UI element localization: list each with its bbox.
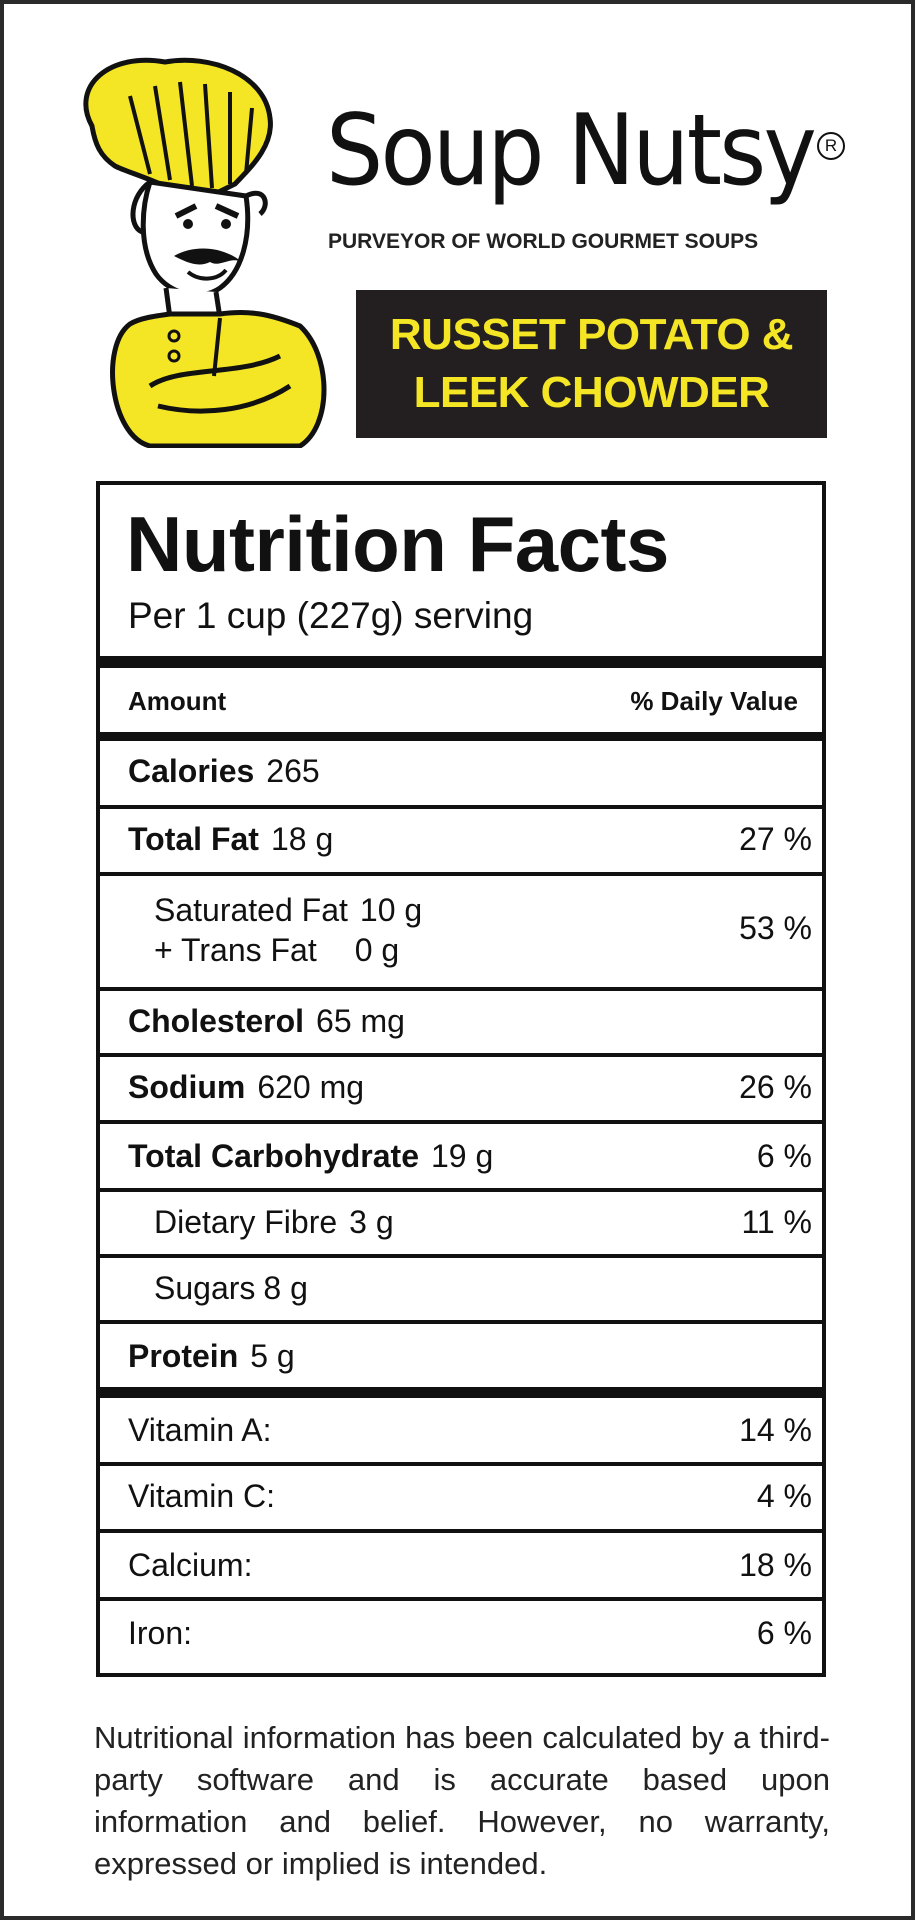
nutrition-facts-panel: Nutrition Facts Per 1 cup (227g) serving… [96, 481, 826, 1677]
calories-label: Calories [128, 753, 255, 789]
divider [100, 1120, 822, 1124]
divider [100, 1462, 822, 1466]
protein-row: Protein 5 g [100, 1324, 822, 1386]
protein-value: 5 g [250, 1338, 295, 1374]
protein-label: Protein [128, 1338, 239, 1374]
sugars-row: Sugars 8 g [100, 1258, 822, 1320]
total-carbohydrate-row: Total Carbohydrate 19 g 6 % [100, 1124, 822, 1188]
divider [100, 805, 822, 809]
vitamin-a-dv: 14 % [739, 1412, 812, 1448]
chef-mascot-illustration [83, 57, 327, 448]
iron-label: Iron: [128, 1615, 193, 1651]
serving-size: Per 1 cup (227g) serving [128, 595, 534, 636]
divider [100, 872, 822, 876]
divider [100, 1320, 822, 1324]
total-carbohydrate-value: 19 g [431, 1138, 494, 1174]
dietary-fibre-dv: 11 % [741, 1204, 812, 1240]
daily-value-header: % Daily Value [630, 686, 798, 716]
saturated-trans-fat-row: Saturated Fat 10 g + Trans Fat 0 g 53 % [100, 876, 822, 984]
trans-fat-label: + Trans Fat [154, 932, 317, 968]
divider [100, 1254, 822, 1258]
sugars-label: Sugars [154, 1270, 256, 1306]
vitamin-c-label: Vitamin C: [128, 1478, 276, 1514]
divider [100, 1529, 822, 1533]
divider [100, 732, 822, 741]
divider [100, 987, 822, 991]
amount-header: Amount [128, 686, 227, 716]
total-carbohydrate-label: Total Carbohydrate [128, 1138, 419, 1174]
sodium-row: Sodium 620 mg 26 % [100, 1057, 822, 1119]
calories-row: Calories 265 [100, 741, 822, 801]
iron-row: Iron: 6 % [100, 1601, 822, 1673]
disclaimer-footnote: Nutritional information has been calcula… [94, 1720, 830, 1881]
trans-fat-value: 0 g [354, 932, 400, 968]
brand-name: Soup Nutsy [326, 94, 817, 208]
product-name-banner: RUSSET POTATO & LEEK CHOWDER [356, 290, 827, 438]
sodium-dv: 26 % [739, 1069, 812, 1105]
total-carbohydrate-dv: 6 % [756, 1138, 812, 1174]
calcium-dv: 18 % [739, 1547, 812, 1583]
cholesterol-row: Cholesterol 65 mg [100, 991, 822, 1053]
dietary-fibre-value: 3 g [349, 1204, 394, 1240]
total-fat-row: Total Fat 18 g 27 % [100, 809, 822, 869]
total-fat-value: 18 g [270, 821, 334, 857]
divider [100, 1188, 822, 1192]
nutrition-facts-title: Nutrition Facts [126, 500, 669, 588]
sodium-value: 620 mg [257, 1069, 365, 1105]
total-fat-label: Total Fat [128, 821, 259, 857]
vitamin-a-row: Vitamin A: 14 % [100, 1398, 822, 1462]
vitamin-c-dv: 4 % [756, 1478, 812, 1514]
product-name-line-2: LEEK CHOWDER [413, 368, 770, 417]
divider-thick [100, 656, 822, 668]
divider [100, 1597, 822, 1601]
header-row: Amount % Daily Value [100, 668, 822, 726]
saturated-fat-value: 10 g [359, 892, 423, 928]
product-name-line-1: RUSSET POTATO & [389, 310, 794, 359]
calcium-label: Calcium: [128, 1547, 253, 1583]
saturated-fat-dv: 53 % [739, 910, 812, 946]
registered-mark: R [817, 132, 845, 160]
sodium-label: Sodium [128, 1069, 246, 1105]
iron-dv: 6 % [756, 1615, 812, 1651]
dietary-fibre-row: Dietary Fibre 3 g 11 % [100, 1192, 822, 1254]
divider-thick [100, 1387, 822, 1398]
divider [100, 1053, 822, 1057]
calcium-row: Calcium: 18 % [100, 1533, 822, 1595]
sugars-value: 8 g [263, 1270, 308, 1306]
total-fat-dv: 27 % [739, 821, 812, 857]
saturated-fat-label: Saturated Fat [154, 892, 348, 928]
vitamin-a-label: Vitamin A: [128, 1412, 272, 1448]
cholesterol-value: 65 mg [316, 1003, 405, 1039]
dietary-fibre-label: Dietary Fibre [154, 1204, 338, 1240]
vitamin-c-row: Vitamin C: 4 % [100, 1466, 822, 1528]
calories-value: 265 [266, 753, 320, 789]
brand-tagline: PURVEYOR OF WORLD GOURMET SOUPS [328, 230, 759, 253]
cholesterol-label: Cholesterol [128, 1003, 305, 1039]
